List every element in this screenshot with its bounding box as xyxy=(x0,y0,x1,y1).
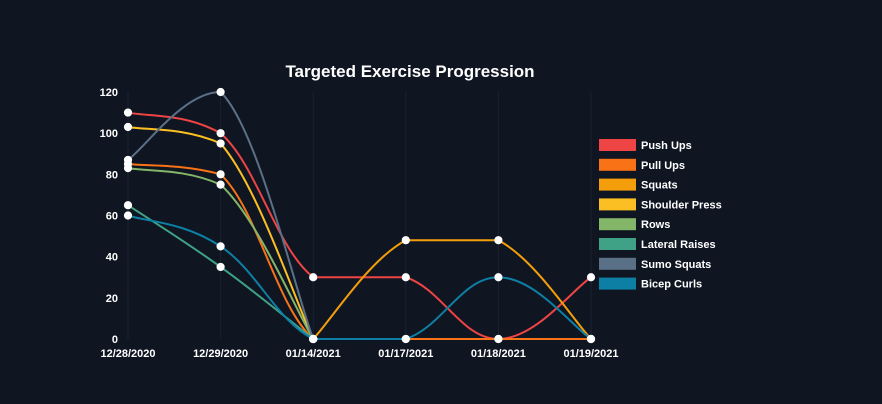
data-point[interactable] xyxy=(494,334,503,344)
data-point[interactable] xyxy=(494,236,503,245)
legend-swatch[interactable] xyxy=(599,257,636,270)
x-tick-label: 01/18/2021 xyxy=(471,348,526,360)
data-point[interactable] xyxy=(586,334,596,344)
data-point[interactable] xyxy=(309,273,318,282)
data-points xyxy=(123,87,596,344)
legend-label[interactable]: Push Ups xyxy=(641,140,692,152)
legend-swatch[interactable] xyxy=(599,158,636,171)
data-point[interactable] xyxy=(216,87,225,97)
data-point[interactable] xyxy=(216,242,225,251)
data-point[interactable] xyxy=(216,129,225,138)
series-line xyxy=(312,239,592,340)
legend-label[interactable]: Pull Ups xyxy=(641,160,685,172)
y-tick-label: 120 xyxy=(100,87,118,99)
data-point[interactable] xyxy=(216,139,225,148)
data-point[interactable] xyxy=(586,273,596,282)
legend-swatch[interactable] xyxy=(599,238,636,250)
data-point[interactable] xyxy=(401,334,410,344)
x-tick-label: 12/28/2020 xyxy=(100,348,155,360)
legend-label[interactable]: Rows xyxy=(641,219,670,231)
y-tick-label: 20 xyxy=(106,293,118,305)
series-line xyxy=(127,126,315,340)
series-line xyxy=(127,214,592,341)
data-point[interactable] xyxy=(494,273,503,282)
series-line xyxy=(127,111,592,341)
legend-label[interactable]: Shoulder Press xyxy=(641,199,722,211)
x-tick-label: 12/29/2020 xyxy=(193,348,248,360)
y-tick-label: 40 xyxy=(106,252,118,264)
y-axis: 0 20 40 60 80 100 120 xyxy=(100,87,118,346)
y-tick-label: 0 xyxy=(112,334,118,346)
legend-label[interactable]: Sumo Squats xyxy=(641,259,711,271)
data-point[interactable] xyxy=(123,164,133,173)
legend-swatch[interactable] xyxy=(599,198,636,211)
series-line xyxy=(127,90,315,340)
legend-swatch[interactable] xyxy=(599,218,636,231)
data-point[interactable] xyxy=(401,236,410,245)
data-point[interactable] xyxy=(216,170,225,179)
x-axis: 12/28/2020 12/29/2020 01/14/2021 01/17/2021… xyxy=(100,348,618,360)
chart-title: Targeted Exercise Progression xyxy=(285,62,534,81)
data-point[interactable] xyxy=(123,108,133,117)
legend-swatch[interactable] xyxy=(599,178,636,191)
x-tick-label: 01/14/2021 xyxy=(286,348,341,360)
data-point[interactable] xyxy=(401,273,410,282)
data-point[interactable] xyxy=(123,155,133,165)
legend-label[interactable]: Lateral Raises xyxy=(641,239,716,251)
legend: Push Ups Pull Ups Squats Shoulder Press Rows… xyxy=(599,139,722,291)
x-tick-label: 01/19/2021 xyxy=(563,348,618,360)
legend-label[interactable]: Bicep Curls xyxy=(641,279,702,291)
series-line xyxy=(127,167,315,340)
legend-swatch[interactable] xyxy=(599,277,636,290)
gridlines xyxy=(127,92,592,339)
series-lines xyxy=(127,90,592,341)
legend-label[interactable]: Squats xyxy=(641,180,678,192)
legend-swatch[interactable] xyxy=(599,139,636,151)
data-point[interactable] xyxy=(309,334,318,344)
y-tick-label: 60 xyxy=(106,211,118,223)
data-point[interactable] xyxy=(123,201,133,210)
data-point[interactable] xyxy=(123,122,133,132)
y-tick-label: 100 xyxy=(100,128,118,140)
data-point[interactable] xyxy=(216,180,225,189)
y-tick-label: 80 xyxy=(106,169,118,181)
data-point[interactable] xyxy=(123,211,133,220)
data-point[interactable] xyxy=(216,262,225,272)
x-tick-label: 01/17/2021 xyxy=(378,348,433,360)
